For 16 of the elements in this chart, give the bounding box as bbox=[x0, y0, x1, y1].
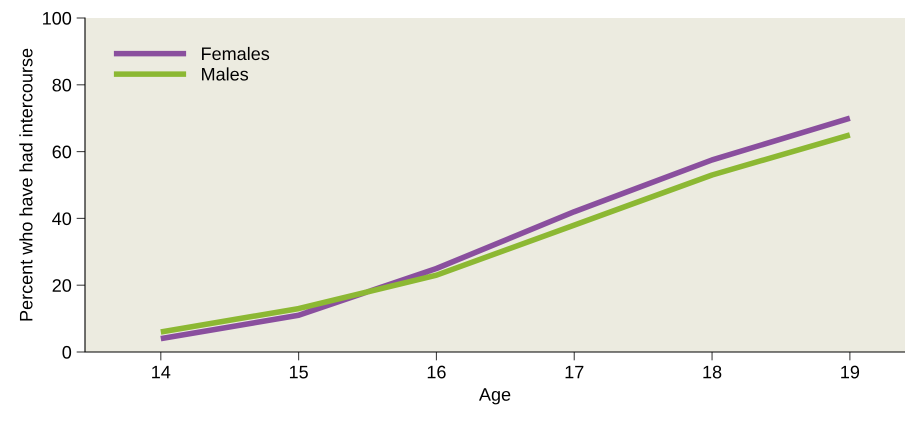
x-tick-label: 16 bbox=[428, 366, 446, 378]
y-tick-label: 0 bbox=[62, 346, 72, 359]
y-tick-label: 80 bbox=[52, 78, 72, 92]
x-tick-label: 18 bbox=[703, 366, 722, 378]
x-tick-label: 14 bbox=[152, 366, 170, 378]
x-tick-label: 19 bbox=[841, 366, 860, 378]
x-axis-title: Age bbox=[478, 388, 510, 404]
legend-label: Females bbox=[202, 46, 270, 60]
y-axis-title: Percent who have had intercourse bbox=[19, 48, 33, 321]
y-tick-label: 60 bbox=[52, 146, 72, 158]
y-tick-label: 20 bbox=[52, 279, 72, 292]
y-tick-label: 40 bbox=[52, 212, 72, 226]
y-tick-label: 100 bbox=[43, 12, 72, 25]
x-tick-label: 17 bbox=[566, 366, 584, 378]
legend-label: Males bbox=[202, 67, 248, 81]
x-tick-label: 15 bbox=[290, 366, 308, 378]
